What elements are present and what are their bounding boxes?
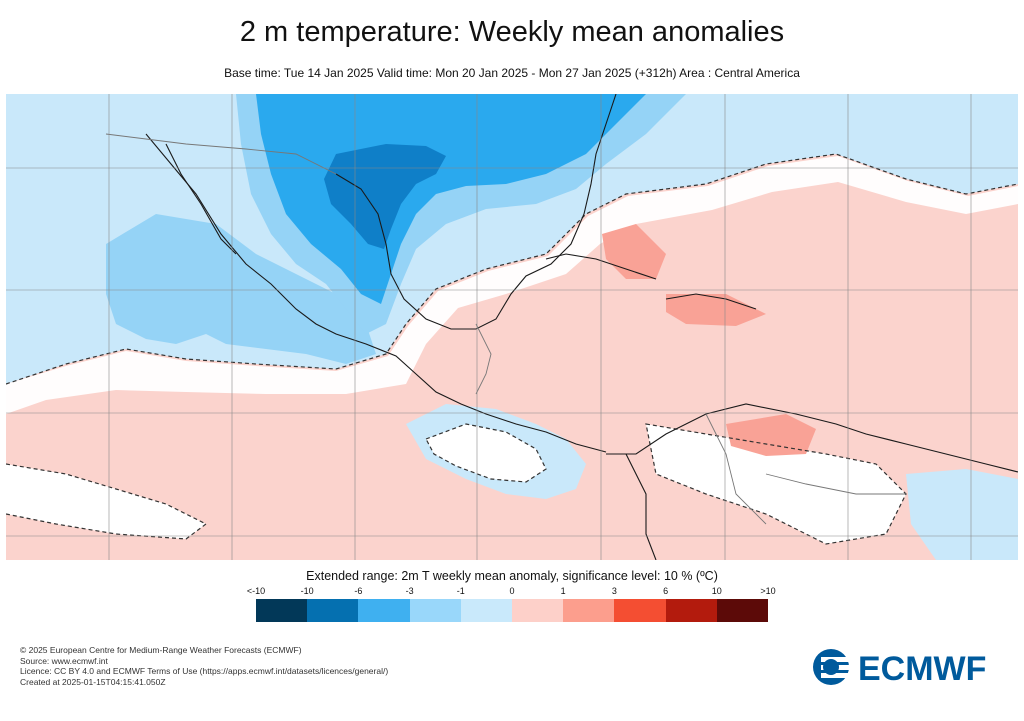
slight-cold-patch-southeast <box>906 469 1018 560</box>
legend-tick-label: >10 <box>760 586 776 596</box>
footer-line-licence: Licence: CC BY 4.0 and ECMWF Terms of Us… <box>20 666 389 676</box>
neutral-patch-pacific-south <box>426 424 546 482</box>
significance-contours <box>6 153 1018 545</box>
mild-cold-region-pacific <box>106 214 376 364</box>
legend-color-swatch <box>512 599 564 622</box>
footer-credits: © 2025 European Centre for Medium-Range … <box>20 645 388 687</box>
ecmwf-logo-text: ECMWF <box>858 650 986 686</box>
legend-tick-labels: <-10 -10 -6 -3 -1 0 1 3 6 10 >10 <box>247 586 776 598</box>
legend-tick-label: <-10 <box>246 586 266 596</box>
legend-color-swatch <box>409 599 461 622</box>
legend-color-swatch <box>460 599 513 622</box>
neutral-patch-southwest <box>6 464 206 539</box>
warm-patch-hispaniola <box>666 294 766 326</box>
ecmwf-logo: ECMWF <box>813 649 986 686</box>
anomaly-map <box>6 94 1018 560</box>
legend-color-swatch <box>307 599 359 622</box>
legend-color-swatch <box>563 599 615 622</box>
legend-tick-label: 6 <box>663 586 669 596</box>
footer-line-source: Source: www.ecmwf.int <box>20 655 108 666</box>
coastlines <box>145 94 1018 560</box>
legend-tick-label: -3 <box>405 586 414 596</box>
footer-line-created: Created at 2025-01-15T04:15:41.050Z <box>20 676 166 687</box>
legend-tick-label: -1 <box>456 586 465 596</box>
footer-line-copyright: © 2025 European Centre for Medium-Range … <box>20 645 302 655</box>
legend-colorbar <box>256 599 769 622</box>
legend-tick-label: 10 <box>711 586 722 596</box>
legend-tick-label: 3 <box>611 586 617 596</box>
legend-color-swatch <box>614 599 666 622</box>
borders <box>105 133 906 525</box>
cold-region <box>256 94 646 304</box>
strong-cold-core <box>324 144 446 249</box>
legend-color-swatch <box>256 599 308 622</box>
legend-color-swatch <box>358 599 410 622</box>
legend-tick-label: 0 <box>509 586 515 596</box>
warm-patch-venezuela <box>726 414 816 456</box>
legend-title: Extended range: 2m T weekly mean anomaly… <box>306 569 718 583</box>
graticule <box>6 94 1018 560</box>
chart-subtitle: Base time: Tue 14 Jan 2025 Valid time: M… <box>224 66 800 80</box>
ecmwf-logo-mark <box>813 649 851 685</box>
legend-tick-label: -10 <box>300 586 314 596</box>
warm-patch-cuba <box>602 224 666 279</box>
legend-tick-label: 1 <box>560 586 566 596</box>
chart-title: 2 m temperature: Weekly mean anomalies <box>239 16 785 48</box>
neutral-band-north <box>6 156 1018 414</box>
legend-color-swatch <box>665 599 717 622</box>
legend-tick-label: -6 <box>354 586 363 596</box>
neutral-patch-south-america <box>646 424 906 544</box>
legend-color-swatch <box>716 599 769 622</box>
